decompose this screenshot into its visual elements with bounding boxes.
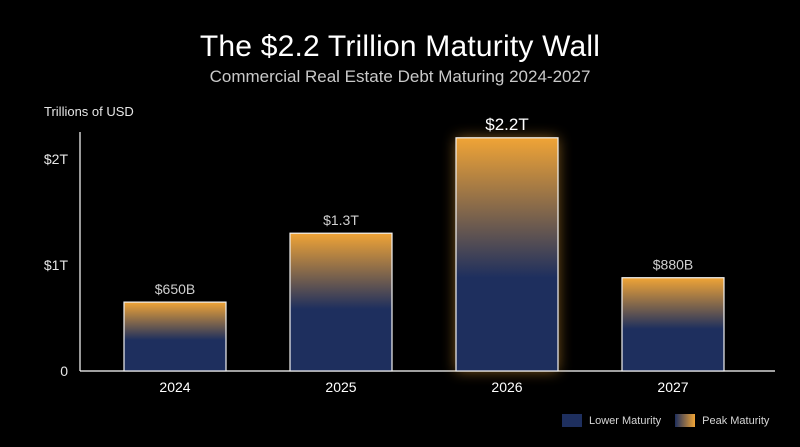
legend-label-peak: Peak Maturity [702,414,770,427]
x-tick-label-2024: 2024 [159,379,190,395]
legend: Lower Maturity Peak Maturity [562,414,783,427]
y-tick-label: $1T [44,257,69,273]
legend-label-lower: Lower Maturity [589,414,662,427]
bar-2026 [455,137,559,372]
x-tick-label-2027: 2027 [657,379,688,395]
bar-2025 [289,232,393,372]
bar-2027 [621,277,725,372]
legend-swatch-lower [562,414,582,427]
chart-subtitle: Commercial Real Estate Debt Maturing 202… [209,67,591,86]
data-label-2024: $650B [155,281,195,297]
data-label-2026: $2.2T [485,115,528,134]
data-label-2025: $1.3T [323,212,359,228]
data-label-2027: $880B [653,257,693,273]
y-tick-label: 0 [60,363,68,379]
chart-title: The $2.2 Trillion Maturity Wall [199,30,601,63]
x-tick-label-2026: 2026 [491,379,522,395]
y-tick-label: $2T [44,151,69,167]
bar-2024 [123,301,227,372]
y-axis-label: Trillions of USD [44,104,134,119]
legend-item-peak: Peak Maturity [675,414,769,427]
x-tick-label-2025: 2025 [325,379,356,395]
legend-swatch-peak [675,414,696,427]
legend-item-lower: Lower Maturity [562,414,661,427]
